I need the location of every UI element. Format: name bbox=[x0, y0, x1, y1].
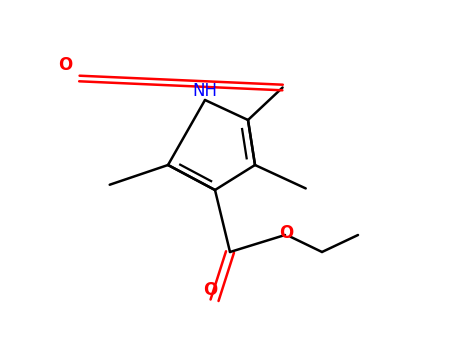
Text: O: O bbox=[203, 281, 217, 299]
Text: NH: NH bbox=[192, 82, 217, 100]
Text: O: O bbox=[279, 224, 293, 242]
Text: O: O bbox=[59, 56, 73, 74]
